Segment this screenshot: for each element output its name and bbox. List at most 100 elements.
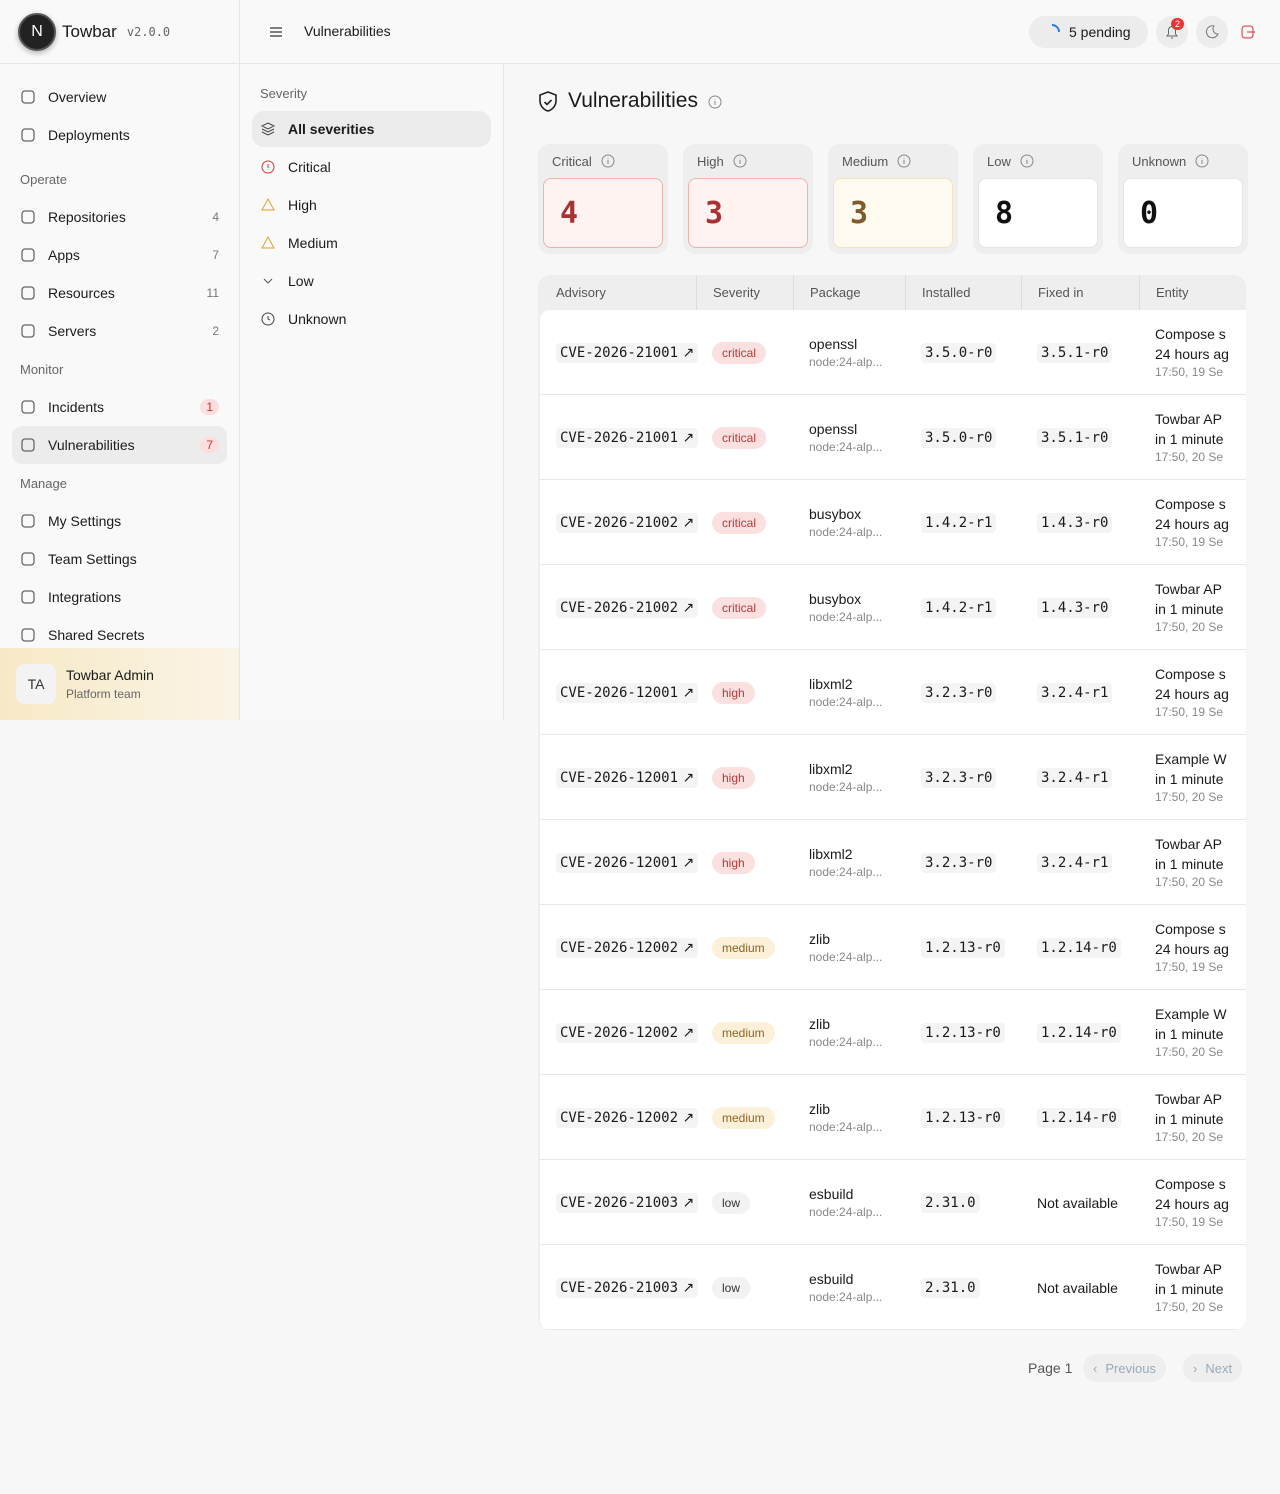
filter-option[interactable]: High (252, 187, 491, 223)
next-button[interactable]: › Next (1183, 1354, 1243, 1382)
nav-item[interactable]: Deployments (12, 116, 227, 154)
package-cell: esbuild node:24-alp... (809, 1160, 882, 1245)
fixed-cell: 3.2.4-r1 (1037, 820, 1113, 905)
advisory-link[interactable]: CVE-2026-12001 ↗ (556, 852, 699, 873)
filter-label: Low (288, 273, 314, 289)
table-row[interactable]: CVE-2026-12002 ↗ medium zlib node:24-alp...… (540, 905, 1246, 990)
advisory-id: CVE-2026-12002 (560, 1024, 679, 1041)
icon (20, 323, 36, 339)
entity-cell: Compose s 24 hours ag 17:50, 19 Se (1155, 1160, 1229, 1245)
icon-glyph (21, 552, 35, 566)
filter-option[interactable]: Medium (252, 225, 491, 261)
icon (600, 153, 616, 169)
summary-card[interactable]: Medium 3 (828, 144, 958, 254)
advisory-link[interactable]: CVE-2026-21003 ↗ (556, 1277, 699, 1298)
installed-version: 3.5.0-r0 (921, 342, 997, 363)
theme-toggle[interactable] (1196, 16, 1228, 48)
nav-item[interactable]: Overview (12, 78, 227, 116)
logout-button[interactable] (1240, 24, 1256, 40)
fixed-version: 3.5.1-r0 (1037, 342, 1113, 363)
summary-card[interactable]: High 3 (683, 144, 813, 254)
brand: N Towbar v2.0.0 (0, 0, 239, 64)
advisory-link[interactable]: CVE-2026-12002 ↗ (556, 937, 699, 958)
advisory-link[interactable]: CVE-2026-12001 ↗ (556, 682, 699, 703)
table-row[interactable]: CVE-2026-12001 ↗ high libxml2 node:24-alp..… (540, 650, 1246, 735)
nav-item[interactable]: Vulnerabilities 7 (12, 426, 227, 464)
summary-card[interactable]: Low 8 (973, 144, 1103, 254)
fixed-version: 3.2.4-r1 (1037, 852, 1113, 873)
nav-section-title: Operate (20, 171, 67, 187)
nav-item[interactable]: Servers 2 (12, 312, 227, 350)
nav-item[interactable]: Incidents 1 (12, 388, 227, 426)
table-row[interactable]: CVE-2026-21001 ↗ critical openssl node:24-a… (540, 310, 1246, 395)
table-row[interactable]: CVE-2026-21001 ↗ critical openssl node:24-a… (540, 395, 1246, 480)
advisory-link[interactable]: CVE-2026-21001 ↗ (556, 342, 699, 363)
table-row[interactable]: CVE-2026-12002 ↗ medium zlib node:24-alp...… (540, 990, 1246, 1075)
entity-cell: Towbar AP in 1 minute 17:50, 20 Se (1155, 1075, 1229, 1160)
advisory-link[interactable]: CVE-2026-21003 ↗ (556, 1192, 699, 1213)
package-name: zlib (809, 1101, 831, 1117)
installed-version: 3.2.3-r0 (921, 767, 997, 788)
advisory-link[interactable]: CVE-2026-21001 ↗ (556, 427, 699, 448)
table-row[interactable]: CVE-2026-12001 ↗ high libxml2 node:24-alp..… (540, 820, 1246, 905)
entity-age: in 1 minute (1155, 1111, 1224, 1127)
advisory-id: CVE-2026-12002 (560, 939, 679, 956)
advisory-link[interactable]: CVE-2026-12002 ↗ (556, 1022, 699, 1043)
icon-glyph (263, 278, 273, 284)
package-name: esbuild (809, 1186, 854, 1202)
summary-card[interactable]: Unknown 0 (1118, 144, 1248, 254)
nav-item[interactable]: Shared Secrets (12, 616, 227, 654)
card-label: Medium (842, 153, 889, 169)
nav-item[interactable]: Resources 11 (12, 274, 227, 312)
nav-item[interactable]: My Settings (12, 502, 227, 540)
user-card[interactable]: TA Towbar Admin Platform team (0, 648, 239, 720)
advisory-cell: CVE-2026-21003 ↗ (556, 1245, 699, 1330)
entity-cell: Towbar AP in 1 minute 17:50, 20 Se (1155, 565, 1229, 650)
table-row[interactable]: CVE-2026-21002 ↗ critical busybox node:24-a… (540, 565, 1246, 650)
nav-count: 7 (212, 248, 219, 262)
previous-button[interactable]: ‹ Previous (1083, 1354, 1166, 1382)
menu-toggle[interactable] (269, 25, 283, 39)
nav-item[interactable]: Apps 7 (12, 236, 227, 274)
table-row[interactable]: CVE-2026-12002 ↗ medium zlib node:24-alp...… (540, 1075, 1246, 1160)
installed-cell: 3.5.0-r0 (921, 310, 997, 395)
nav-label: Overview (48, 89, 107, 105)
nav-item[interactable]: Repositories 4 (12, 198, 227, 236)
filter-option[interactable]: All severities (252, 111, 491, 147)
icon-glyph (21, 514, 35, 528)
nav-item[interactable]: Team Settings (12, 540, 227, 578)
external-icon: ↗ (678, 599, 695, 616)
advisory-link[interactable]: CVE-2026-12001 ↗ (556, 767, 699, 788)
table-row[interactable]: CVE-2026-21003 ↗ low esbuild node:24-alp...… (540, 1160, 1246, 1245)
info-icon[interactable] (708, 95, 722, 109)
severity-badge: medium (712, 1021, 775, 1044)
package-cell: libxml2 node:24-alp... (809, 735, 882, 820)
advisory-link[interactable]: CVE-2026-12002 ↗ (556, 1107, 699, 1128)
notifications-button[interactable]: 2 (1156, 16, 1188, 48)
nav-item[interactable]: Integrations (12, 578, 227, 616)
filter-option[interactable]: Critical (252, 149, 491, 185)
advisory-link[interactable]: CVE-2026-21002 ↗ (556, 512, 699, 533)
pending-pill[interactable]: 5 pending (1029, 16, 1148, 48)
logo[interactable]: N (18, 12, 56, 51)
package-cell: esbuild node:24-alp... (809, 1245, 882, 1330)
icon-glyph (1020, 154, 1034, 168)
external-icon: ↗ (678, 344, 695, 361)
filter-option[interactable]: Unknown (252, 301, 491, 337)
user-name: Towbar Admin (66, 667, 154, 683)
table-row[interactable]: CVE-2026-12001 ↗ high libxml2 node:24-alp..… (540, 735, 1246, 820)
table-row[interactable]: CVE-2026-21003 ↗ low esbuild node:24-alp...… (540, 1245, 1246, 1330)
icon (20, 285, 36, 301)
icon (20, 589, 36, 605)
severity-cell: critical (712, 310, 767, 395)
summary-card[interactable]: Critical 4 (538, 144, 668, 254)
external-icon: ↗ (678, 684, 695, 701)
advisory-link[interactable]: CVE-2026-21002 ↗ (556, 597, 699, 618)
entity-age: in 1 minute (1155, 856, 1224, 872)
filter-option[interactable]: Low (252, 263, 491, 299)
table-row[interactable]: CVE-2026-21002 ↗ critical busybox node:24-a… (540, 480, 1246, 565)
icon-glyph (21, 400, 35, 414)
installed-version: 3.2.3-r0 (921, 682, 997, 703)
icon (20, 209, 36, 225)
